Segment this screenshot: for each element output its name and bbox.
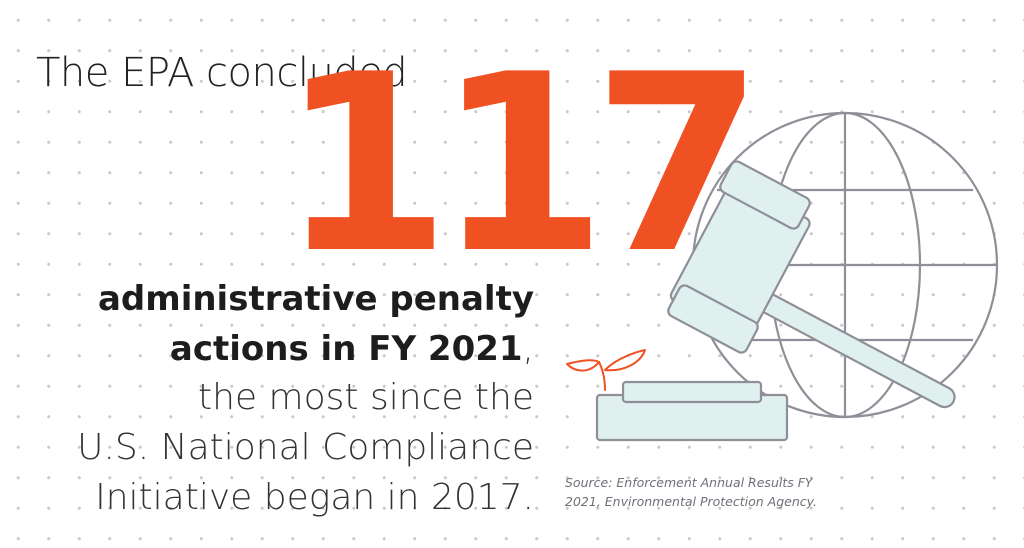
big-number: 117 (280, 22, 763, 307)
source-line-1: Source: Enforcement Annual Results FY (565, 475, 813, 490)
stat-bold-line-1: administrative penalty (98, 282, 534, 316)
stat-light-line-3: Initiative began in 2017. (95, 477, 534, 518)
stat-light-line-2: U.S. National Compliance (77, 427, 534, 468)
source-note: Source: Enforcement Annual Results FY 20… (565, 473, 885, 512)
sprout-icon (566, 349, 646, 391)
source-line-2: 2021, Environmental Protection Agency. (565, 494, 818, 510)
stat-light-line-1: the most since the (198, 377, 534, 418)
stat-bold-text-1: administrative penalty (97, 279, 534, 319)
gavel-icon (595, 160, 956, 442)
stat-bold-line-2: actions in FY 2021, (170, 331, 534, 367)
illustration (555, 100, 1015, 454)
globe-gavel-illustration (566, 111, 999, 442)
stat-bold-text-2: actions in FY 2021 (169, 329, 523, 369)
intro-text: The EPA concluded (36, 50, 408, 96)
stat-comma: , (522, 328, 534, 369)
